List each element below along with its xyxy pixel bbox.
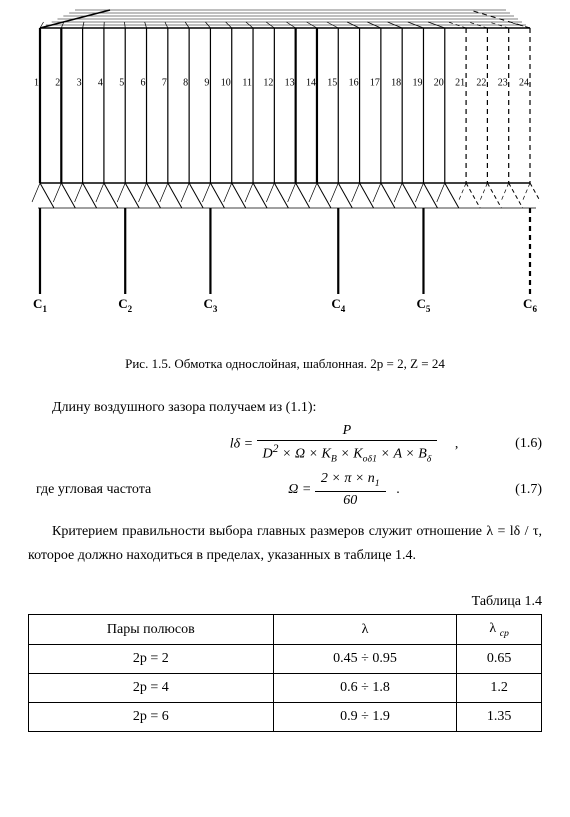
svg-text:C5: C5 — [417, 296, 431, 314]
equation-1-6: lδ = P D2 × Ω × KB × Kоδ1 × A × Bδ , (1.… — [28, 422, 542, 466]
svg-text:3: 3 — [77, 78, 82, 89]
svg-text:5: 5 — [119, 78, 124, 89]
svg-text:2: 2 — [55, 78, 60, 89]
winding-diagram: 123456789101112131415161718192021222324C… — [28, 8, 542, 338]
svg-text:24: 24 — [519, 78, 529, 89]
paragraph-intro: Длину воздушного зазора получаем из (1.1… — [28, 400, 542, 416]
svg-text:20: 20 — [434, 78, 444, 89]
eq-number: (1.7) — [502, 482, 542, 498]
svg-text:22: 22 — [476, 78, 486, 89]
svg-text:11: 11 — [242, 78, 252, 89]
table-header: Пары полюсов — [29, 614, 274, 645]
eq-number: (1.6) — [502, 436, 542, 452]
table-row: 2p = 20.45 ÷ 0.950.65 — [29, 645, 542, 674]
equation-1-7: где угловая частота Ω = 2 × π × n1 60 . … — [28, 470, 542, 510]
svg-text:1: 1 — [34, 78, 39, 89]
svg-text:15: 15 — [327, 78, 337, 89]
table-title: Таблица 1.4 — [28, 594, 542, 610]
svg-text:4: 4 — [98, 78, 103, 89]
svg-text:8: 8 — [183, 78, 188, 89]
table-row: 2p = 60.9 ÷ 1.91.35 — [29, 703, 542, 732]
svg-text:23: 23 — [498, 78, 508, 89]
svg-text:14: 14 — [306, 78, 316, 89]
svg-text:7: 7 — [162, 78, 167, 89]
table-header: λ — [273, 614, 457, 645]
svg-text:C3: C3 — [203, 296, 217, 314]
table-header: λ ср — [457, 614, 542, 645]
paragraph-criterion: Критерием правильности выбора главных ра… — [28, 520, 542, 568]
svg-text:19: 19 — [412, 78, 422, 89]
svg-text:16: 16 — [349, 78, 359, 89]
svg-text:C2: C2 — [118, 296, 132, 314]
table-1-4: Пары полюсовλλ ср 2p = 20.45 ÷ 0.950.652… — [28, 614, 542, 733]
svg-text:6: 6 — [141, 78, 146, 89]
svg-text:C1: C1 — [33, 296, 47, 314]
svg-text:17: 17 — [370, 78, 380, 89]
svg-text:21: 21 — [455, 78, 465, 89]
svg-text:18: 18 — [391, 78, 401, 89]
svg-text:C6: C6 — [523, 296, 537, 314]
eq-lead-text: где угловая частота — [28, 482, 186, 498]
svg-text:9: 9 — [204, 78, 209, 89]
table-row: 2p = 40.6 ÷ 1.81.2 — [29, 674, 542, 703]
svg-text:13: 13 — [285, 78, 295, 89]
figure-caption: Рис. 1.5. Обмотка однослойная, шаблонная… — [28, 356, 542, 372]
svg-text:12: 12 — [263, 78, 273, 89]
svg-text:C4: C4 — [331, 296, 345, 314]
svg-text:10: 10 — [221, 78, 231, 89]
